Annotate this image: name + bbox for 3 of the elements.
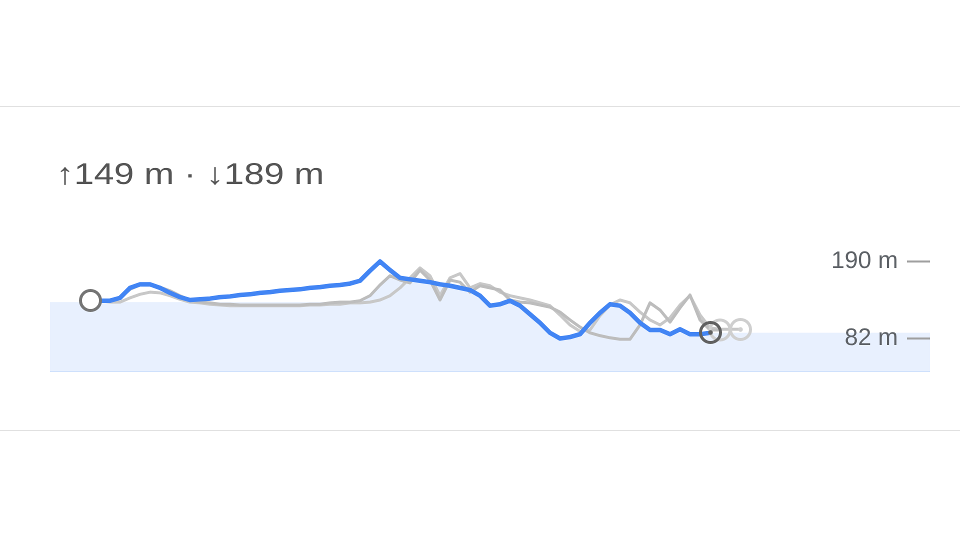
chart-title: ↑149 m · ↓189 m: [56, 157, 324, 193]
y-tick-label: 190 m: [831, 247, 898, 274]
y-tick-label: 82 m: [844, 324, 898, 352]
